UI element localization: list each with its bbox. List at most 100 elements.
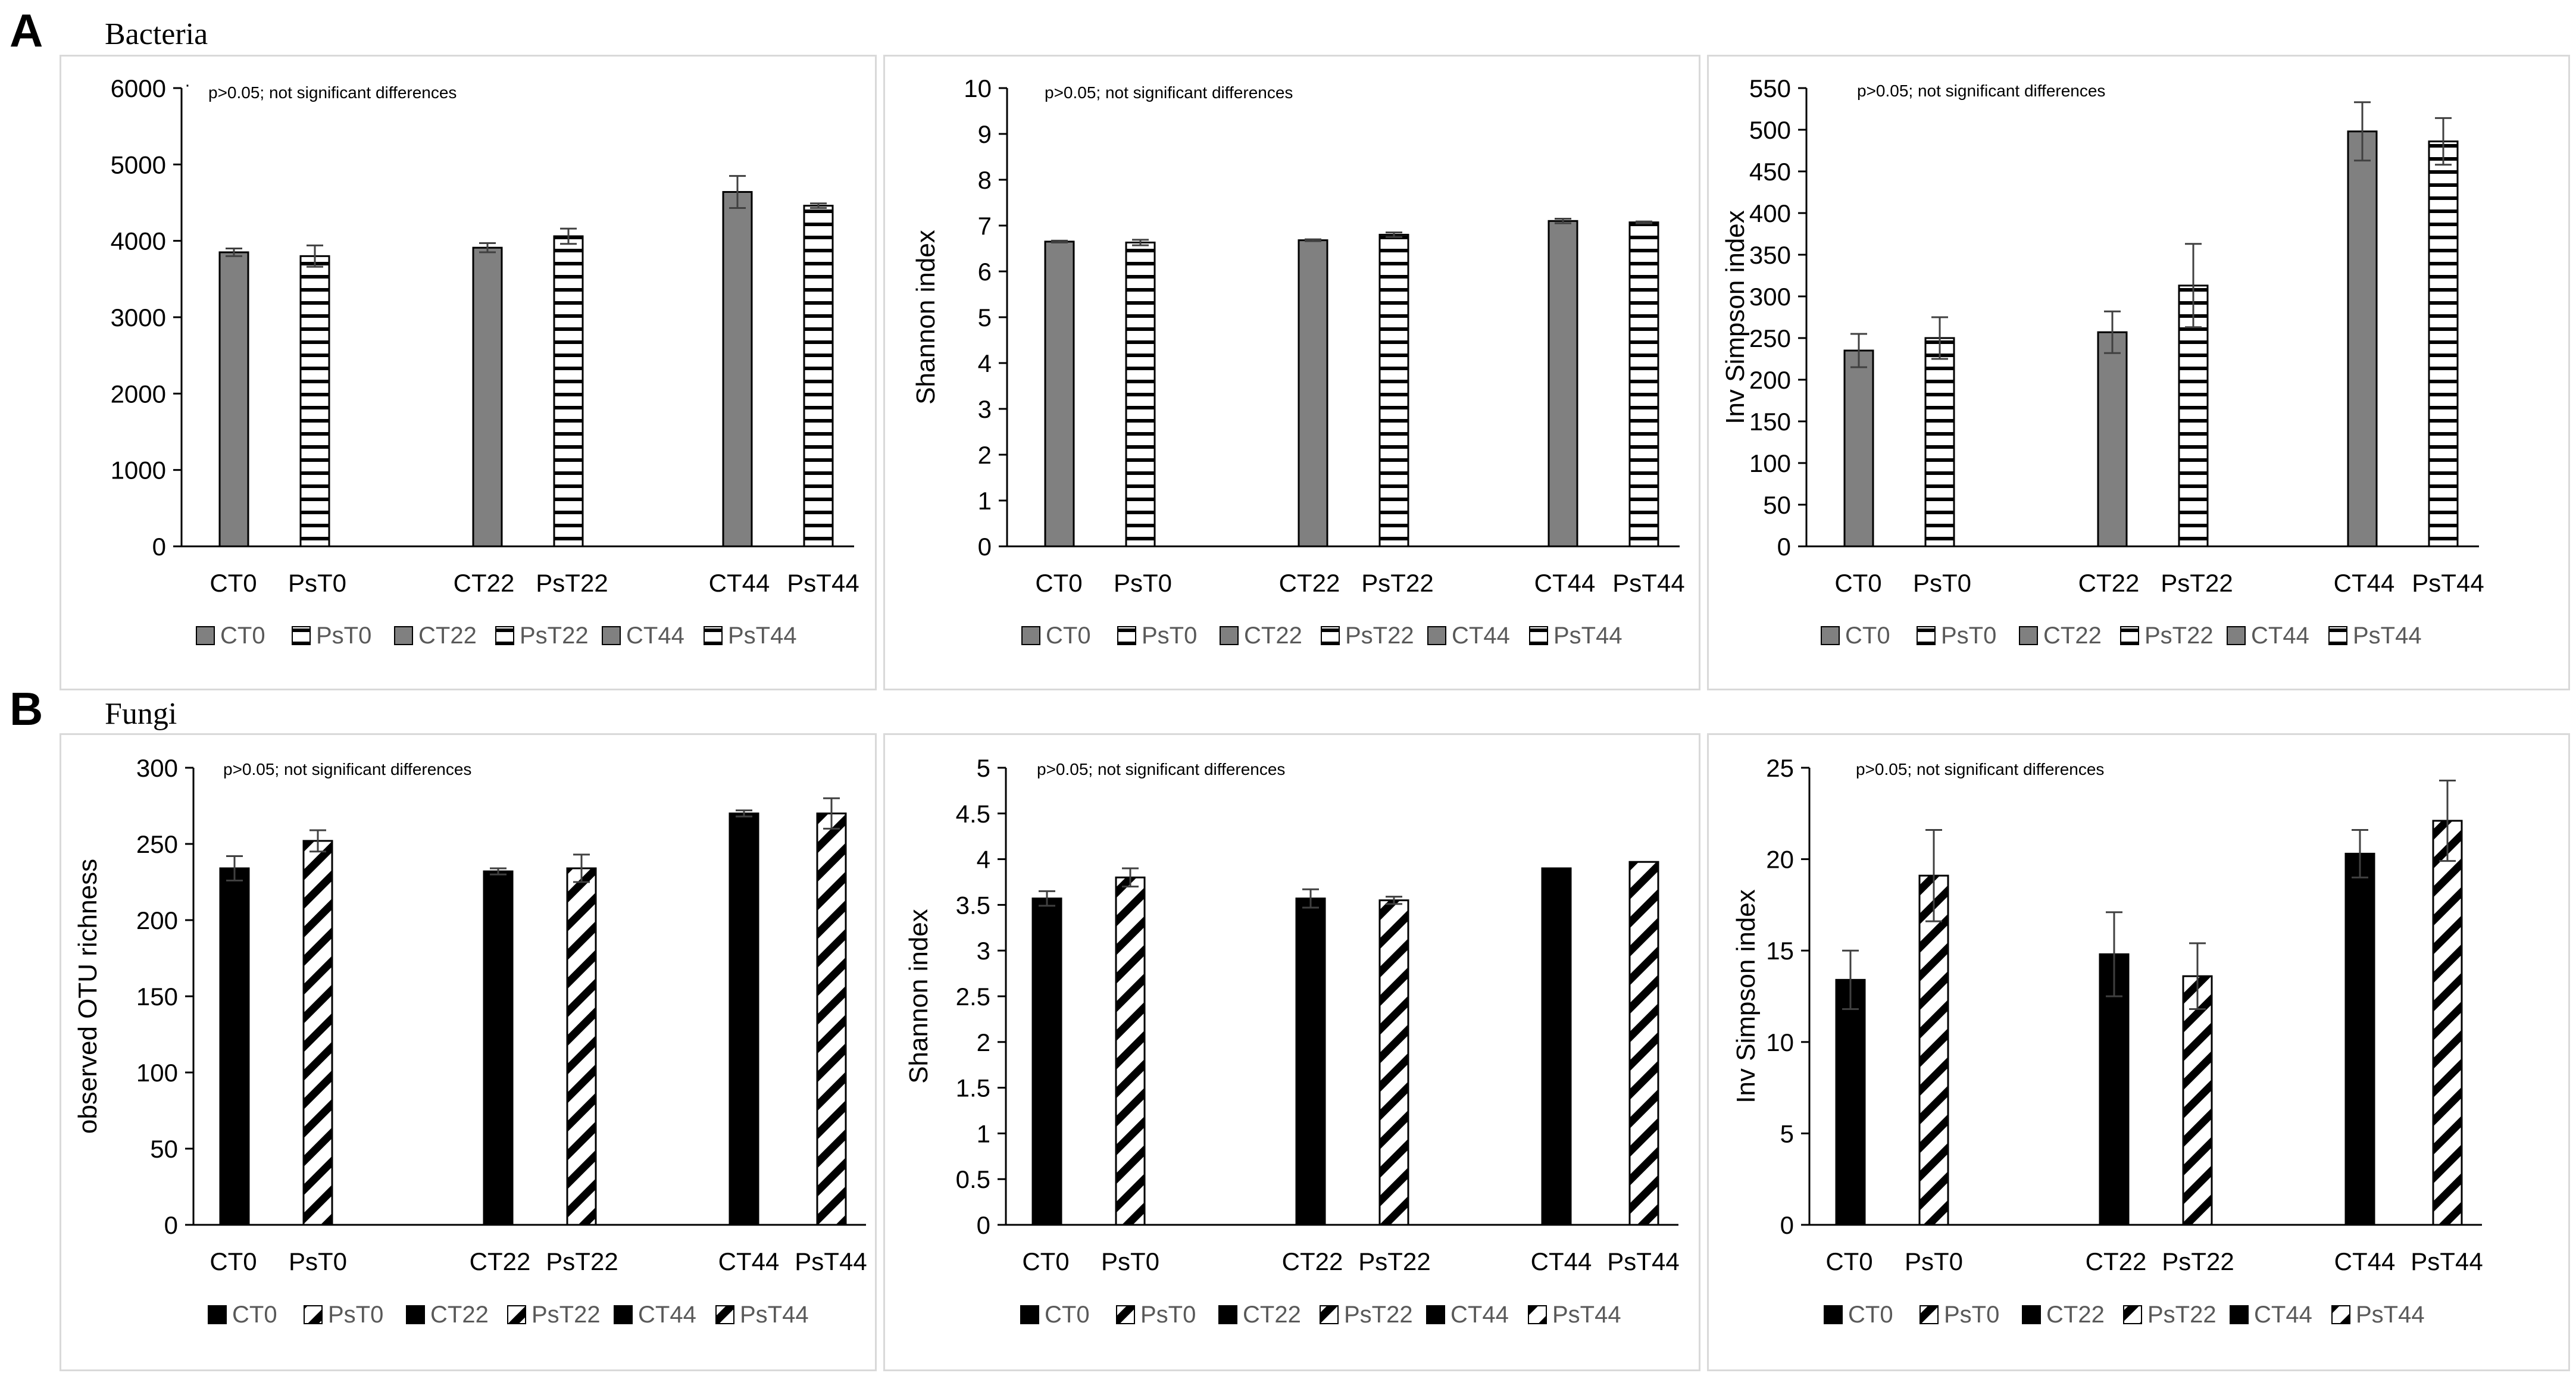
legend-label: CT0 — [1845, 623, 1890, 649]
legend-swatch — [292, 626, 311, 645]
y-tick-label: 5 — [1780, 1119, 1794, 1147]
y-axis-label: Shannon index — [911, 230, 940, 405]
legend-swatch — [2328, 626, 2347, 645]
legend-swatch — [1116, 1305, 1135, 1324]
panel-letter-a: A — [10, 4, 43, 57]
legend-label: PsT44 — [1552, 1302, 1621, 1328]
x-category-label: PsT44 — [787, 569, 859, 597]
y-tick-label: 2000 — [111, 380, 166, 408]
legend-label: CT0 — [1046, 623, 1091, 649]
legend-swatch — [2120, 626, 2139, 645]
legend-label: PsT22 — [532, 1302, 601, 1328]
legend-label: CT44 — [1452, 623, 1510, 649]
panel-letter-b: B — [10, 683, 43, 735]
chart-fungi-inv-simpson — [1707, 733, 2570, 1371]
x-category-label: PsT44 — [1612, 569, 1684, 597]
y-tick-label: 250 — [136, 830, 178, 858]
legend-label: PsT0 — [1944, 1302, 1999, 1328]
legend-label: CT0 — [220, 623, 265, 649]
bar-ct44 — [729, 812, 759, 1226]
y-axis-label: Shannon index — [904, 909, 933, 1084]
bar-ct22 — [1298, 239, 1328, 548]
y-tick-label: 200 — [1749, 366, 1791, 394]
y-tick-label: 2 — [977, 1028, 990, 1056]
legend-label: PsT0 — [328, 1302, 383, 1328]
x-category-label: CT44 — [1531, 1247, 1592, 1275]
legend-swatch — [208, 1305, 227, 1324]
bar-ct0 — [1044, 240, 1075, 548]
bar-pst44 — [1628, 861, 1659, 1226]
legend-label: PsT0 — [316, 623, 371, 649]
bar-pst22 — [1378, 233, 1409, 548]
legend-label: PsT22 — [1344, 1302, 1413, 1328]
legend-label: CT0 — [1045, 1302, 1090, 1328]
legend-swatch — [1824, 1305, 1843, 1324]
y-tick-label: 0.5 — [956, 1165, 990, 1193]
legend-swatch — [1320, 1305, 1339, 1324]
bar-ct44 — [1548, 220, 1578, 548]
y-tick-label: 5 — [977, 754, 990, 782]
legend-swatch — [2019, 626, 2038, 645]
y-tick-label: 5 — [978, 304, 992, 332]
y-tick-label: 10 — [964, 74, 992, 102]
legend-swatch — [2230, 1305, 2249, 1324]
y-tick-label: 150 — [136, 983, 178, 1011]
legend-label: PsT22 — [1345, 623, 1414, 649]
x-category-label: PsT22 — [536, 569, 608, 597]
x-category-label: PsT0 — [288, 569, 346, 597]
y-tick-label: 0 — [978, 533, 992, 561]
x-category-label: CT22 — [2078, 569, 2140, 597]
y-tick-label: 1.5 — [956, 1074, 990, 1102]
legend-swatch — [1321, 626, 1340, 645]
x-category-label: CT0 — [1834, 569, 1881, 597]
section-title-bacteria: Bacteria — [105, 17, 208, 51]
x-category-label: PsT44 — [2412, 569, 2484, 597]
legend-swatch — [1427, 626, 1446, 645]
y-tick-label: 0 — [1777, 533, 1791, 561]
annotation-text: p>0.05; not significant differences — [208, 83, 457, 102]
annotation-text: p>0.05; not significant differences — [223, 760, 471, 778]
y-tick-label: 6 — [978, 258, 992, 286]
bar-pst22 — [553, 235, 584, 548]
legend-swatch — [495, 626, 514, 645]
legend-label: CT22 — [418, 623, 477, 649]
x-category-label: PsT0 — [289, 1247, 347, 1275]
legend-swatch — [1821, 626, 1840, 645]
y-tick-label: 0 — [164, 1211, 178, 1239]
bar-ct22 — [472, 246, 503, 548]
x-category-label: PsT44 — [2411, 1247, 2483, 1275]
legend-swatch — [2123, 1305, 2142, 1324]
legend-swatch — [1426, 1305, 1445, 1324]
bar-ct44 — [722, 191, 753, 548]
legend-swatch — [1920, 1305, 1939, 1324]
y-tick-label: 10 — [1766, 1028, 1794, 1056]
y-tick-label: 0 — [1780, 1211, 1794, 1239]
y-tick-label: 150 — [1749, 408, 1791, 436]
x-category-label: PsT0 — [1114, 569, 1172, 597]
bar-pst44 — [816, 812, 847, 1226]
bar-pst0 — [1125, 241, 1156, 548]
bar-pst44 — [1628, 221, 1659, 548]
y-tick-label: 4 — [978, 349, 992, 377]
legend-label: CT44 — [2254, 1302, 2312, 1328]
y-tick-label: 3.5 — [956, 891, 990, 919]
x-category-label: PsT22 — [2161, 569, 2233, 597]
legend-label: PsT0 — [1142, 623, 1197, 649]
legend-swatch — [1528, 1305, 1547, 1324]
legend-swatch — [1117, 626, 1136, 645]
x-category-label: CT44 — [709, 569, 770, 597]
bar-pst0 — [1918, 874, 1949, 1226]
annotation-text: p>0.05; not significant differences — [1037, 760, 1285, 778]
x-category-label: CT22 — [470, 1247, 531, 1275]
x-category-label: CT0 — [210, 569, 257, 597]
y-tick-label: 25 — [1766, 754, 1794, 782]
x-category-label: PsT22 — [2162, 1247, 2234, 1275]
annotation-mark: · — [185, 75, 190, 95]
legend-swatch — [304, 1305, 323, 1324]
x-category-label: CT0 — [1825, 1247, 1872, 1275]
y-tick-label: 3000 — [111, 304, 166, 332]
y-tick-label: 20 — [1766, 846, 1794, 874]
x-category-label: CT22 — [1279, 569, 1340, 597]
legend-label: CT22 — [1243, 1302, 1301, 1328]
